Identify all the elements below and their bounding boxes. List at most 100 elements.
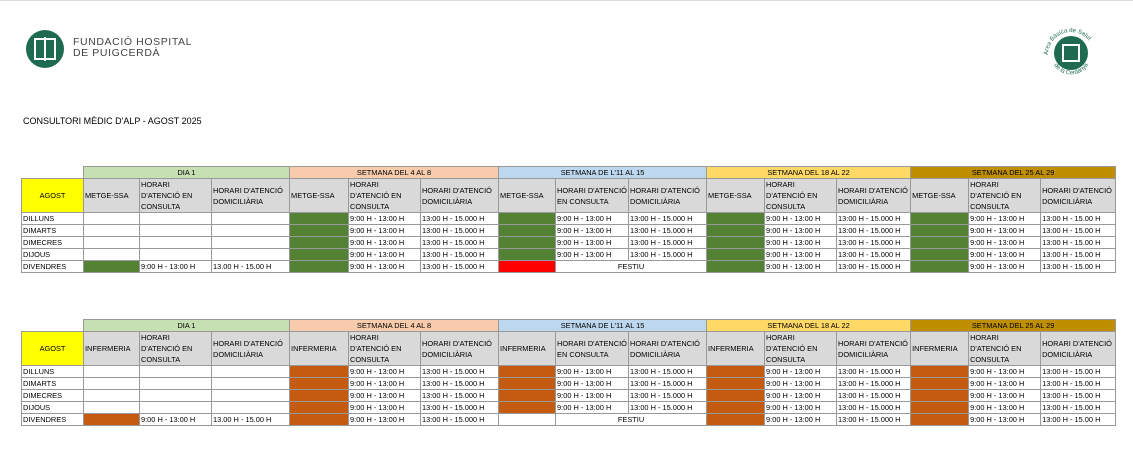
domicili-cell: 13.00 H - 15.00 H bbox=[210, 260, 291, 273]
day-row: DIMARTS 9:00 H - 13:00 H 13:00 H - 15.000 … bbox=[21, 224, 1117, 237]
consulta-cell: 9:00 H - 13:00 H bbox=[968, 401, 1042, 414]
day-cell: DIMARTS bbox=[21, 377, 84, 390]
staff-cell bbox=[83, 260, 140, 273]
domicili-cell: 13:00 H - 15.000 H bbox=[420, 389, 500, 402]
staff-cell bbox=[498, 389, 557, 402]
day-cell: DIVENDRES bbox=[21, 413, 84, 426]
hospital-logo bbox=[26, 30, 64, 68]
consulta-cell: 9:00 H - 13:00 H bbox=[555, 248, 630, 261]
day-row: DIMECRES 9:00 H - 13:00 H 13:00 H - 15.000… bbox=[21, 236, 1117, 249]
abs-logo: Àrea Bàsica de Salut de la Cerdanya bbox=[1043, 28, 1092, 77]
staff-cell bbox=[83, 413, 140, 426]
staff-cell bbox=[910, 413, 970, 426]
domicili-cell: 13:00 H - 15.000 H bbox=[836, 401, 912, 414]
domicili-cell: 13:00 H - 15.000 H bbox=[836, 236, 912, 249]
consulta-cell: 9:00 H - 13:00 H bbox=[555, 224, 630, 237]
staff-cell bbox=[289, 365, 350, 378]
staff-cell bbox=[910, 248, 970, 261]
domicili-cell bbox=[210, 389, 291, 402]
blank-cell bbox=[22, 320, 84, 332]
staff-cell bbox=[910, 224, 970, 237]
consulta-cell: 9:00 H - 13:00 H bbox=[764, 401, 838, 414]
day-cell: DILLUNS bbox=[21, 365, 84, 378]
domicili-cell: 13:00 H - 15.000 H bbox=[836, 389, 912, 402]
domicili-cell: 13:00 H - 15.00 H bbox=[1040, 236, 1117, 249]
column-header: METGE-SSA bbox=[706, 178, 766, 213]
domicili-cell: 13:00 H - 15.000 H bbox=[628, 212, 708, 225]
week-row: DIA 1 SETMANA DEL 4 AL 8 SETMANA DE L'11 A… bbox=[22, 319, 1117, 332]
day-row: DIMARTS 9:00 H - 13:00 H 13:00 H - 15.000 … bbox=[21, 377, 1117, 390]
staff-cell bbox=[498, 236, 557, 249]
staff-cell bbox=[83, 224, 140, 237]
column-header: METGE-SSA bbox=[83, 178, 140, 213]
consulta-cell: 9:00 H - 13:00 H bbox=[764, 224, 838, 237]
column-header: INFERMERIA bbox=[498, 331, 557, 366]
consulta-cell: 9:00 H - 13:00 H bbox=[968, 224, 1042, 237]
consulta-cell: 9:00 H - 13:00 H bbox=[555, 401, 630, 414]
consulta-cell: 9:00 H - 13:00 H bbox=[555, 212, 630, 225]
staff-cell bbox=[83, 365, 140, 378]
staff-cell bbox=[83, 248, 140, 261]
consulta-cell: 9:00 H - 13:00 H bbox=[348, 413, 422, 426]
staff-cell bbox=[498, 413, 557, 426]
column-header-row: AGOST INFERMERIA HORARI D'ATENCIÓ EN CONSU… bbox=[21, 331, 1117, 366]
domicili-cell: 13:00 H - 15.000 H bbox=[420, 224, 500, 237]
column-header: HORARI D'ATENCIÓ EN CONSULTA bbox=[139, 331, 212, 366]
staff-cell bbox=[498, 365, 557, 378]
column-header-row: AGOST METGE-SSA HORARI D'ATENCIÓ EN CONSUL… bbox=[21, 178, 1117, 213]
domicili-cell: 13:00 H - 15.000 H bbox=[836, 365, 912, 378]
day-cell: DIJOUS bbox=[21, 248, 84, 261]
week-header: SETMANA DE L'11 AL 15 bbox=[498, 166, 708, 179]
consulta-cell: 9:00 H - 13:00 H bbox=[968, 389, 1042, 402]
week-header: SETMANA DEL 25 AL 29 bbox=[910, 166, 1117, 179]
staff-cell bbox=[706, 365, 766, 378]
domicili-cell bbox=[210, 224, 291, 237]
consulta-cell: 9:00 H - 13:00 H bbox=[348, 224, 422, 237]
staff-cell bbox=[289, 260, 350, 273]
day-row: DIVENDRES 9:00 H - 13:00 H 13.00 H - 15.00… bbox=[21, 413, 1117, 426]
consulta-cell: 9:00 H - 13:00 H bbox=[764, 413, 838, 426]
consulta-cell: 9:00 H - 13:00 H bbox=[968, 377, 1042, 390]
domicili-cell: 13:00 H - 15.00 H bbox=[1040, 224, 1117, 237]
domicili-cell: 13:00 H - 15.00 H bbox=[1040, 389, 1117, 402]
week-header: SETMANA DEL 18 AL 22 bbox=[706, 319, 912, 332]
domicili-cell: 13:00 H - 15.00 H bbox=[1040, 260, 1117, 273]
column-header: HORARI D'ATENCIÓ DOMICILIÀRIA bbox=[210, 331, 291, 366]
consulta-cell: 9:00 H - 13:00 H bbox=[764, 365, 838, 378]
week-header: DIA 1 bbox=[82, 319, 291, 332]
closed-cell: FESTIU bbox=[555, 260, 708, 273]
consulta-cell: 9:00 H - 13:00 H bbox=[764, 260, 838, 273]
consulta-cell: 9:00 H - 13:00 H bbox=[555, 365, 630, 378]
staff-cell bbox=[289, 224, 350, 237]
domicili-cell: 13:00 H - 15.000 H bbox=[420, 413, 500, 426]
domicili-cell bbox=[210, 401, 291, 414]
consulta-cell: 9:00 H - 13:00 H bbox=[968, 260, 1042, 273]
column-header: HORARI D'ATENCIÓ EN CONSULTA bbox=[348, 331, 422, 366]
week-header: DIA 1 bbox=[82, 166, 291, 179]
consulta-cell: 9:00 H - 13:00 H bbox=[555, 389, 630, 402]
domicili-cell bbox=[210, 236, 291, 249]
staff-cell bbox=[706, 236, 766, 249]
column-header: HORARI D'ATENCIÓ EN CONSULTA bbox=[555, 178, 630, 213]
column-header: HORARI D'ATENCIÓ EN CONSULTA bbox=[968, 331, 1042, 366]
column-header: HORARI D'ATENCIÓ DOMICILIÀRIA bbox=[1040, 178, 1117, 213]
domicili-cell: 13:00 H - 15.000 H bbox=[420, 236, 500, 249]
consulta-cell: 9:00 H - 13:00 H bbox=[764, 248, 838, 261]
staff-cell bbox=[910, 401, 970, 414]
consulta-cell: 9:00 H - 13:00 H bbox=[764, 236, 838, 249]
column-header: HORARI D'ATENCIÓ DOMICILIÀRIA bbox=[1040, 331, 1117, 366]
column-header: METGE-SSA bbox=[498, 178, 557, 213]
column-header: METGE-SSA bbox=[289, 178, 350, 213]
staff-cell bbox=[83, 401, 140, 414]
week-header: SETMANA DE L'11 AL 15 bbox=[498, 319, 708, 332]
column-header: HORARI D'ATENCIÓ DOMICILIÀRIA bbox=[628, 178, 708, 213]
domicili-cell: 13:00 H - 15.000 H bbox=[628, 224, 708, 237]
staff-cell bbox=[498, 401, 557, 414]
consulta-cell bbox=[139, 377, 212, 390]
blank-cell bbox=[22, 167, 84, 179]
column-header: HORARI D'ATENCIÓ EN CONSULTA bbox=[348, 178, 422, 213]
column-header: HORARI D'ATENCIÓ EN CONSULTA bbox=[764, 331, 838, 366]
consulta-cell: 9:00 H - 13:00 H bbox=[348, 377, 422, 390]
column-header: HORARI D'ATENCIÓ DOMICILIÀRIA bbox=[836, 331, 912, 366]
